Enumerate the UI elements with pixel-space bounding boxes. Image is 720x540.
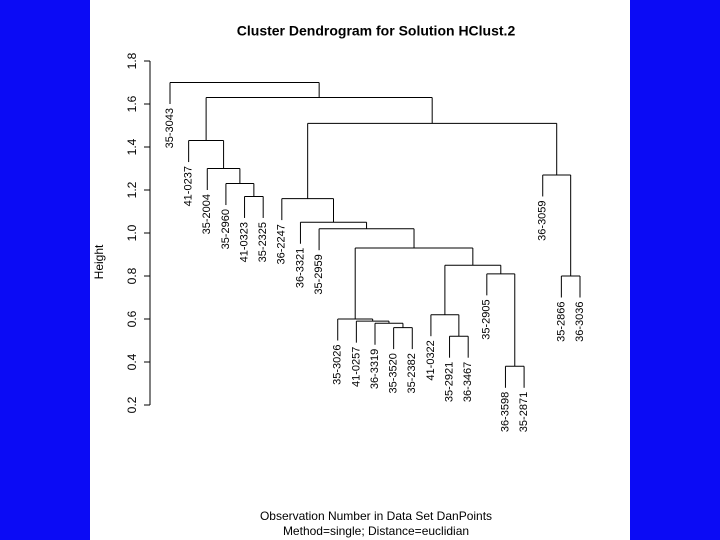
leaf-label: 41-0237 (183, 166, 195, 206)
leaf-label: 35-2871 (518, 392, 530, 432)
chart-title: Cluster Dendrogram for Solution HClust.2 (237, 23, 516, 39)
leaf-label: 35-2866 (555, 302, 567, 342)
y-tick-label: 0.6 (125, 310, 139, 327)
leaf-label: 41-0323 (238, 222, 250, 262)
leaf-label: 35-2004 (201, 194, 213, 234)
y-tick-label: 1.2 (125, 181, 139, 198)
leaf-label: 36-3319 (369, 349, 381, 389)
x-axis-label: Observation Number in Data Set DanPoints (260, 509, 492, 523)
leaf-label: 35-3026 (332, 345, 344, 385)
y-tick-label: 1.6 (125, 95, 139, 112)
y-tick-label: 0.2 (125, 396, 139, 413)
leaf-label: 41-0257 (350, 347, 362, 387)
y-tick-label: 1.0 (125, 224, 139, 241)
leaf-label: 36-2247 (276, 224, 288, 264)
leaf-label: 35-2325 (257, 222, 269, 262)
leaf-label: 36-3467 (462, 362, 474, 402)
leaf-label: 35-2905 (481, 299, 493, 339)
leaf-label: 36-3321 (294, 248, 306, 288)
leaf-label: 41-0322 (425, 340, 437, 380)
leaf-label: 35-3043 (164, 108, 176, 148)
leaf-label: 36-3036 (574, 302, 586, 342)
leaf-label: 36-3059 (537, 200, 549, 240)
leaf-label: 35-3520 (388, 353, 400, 393)
subtitle: Method=single; Distance=euclidian (283, 524, 469, 538)
leaf-label: 35-2921 (443, 362, 455, 402)
left-border (0, 0, 90, 540)
y-tick-label: 0.8 (125, 267, 139, 284)
leaf-label: 36-3598 (499, 392, 511, 432)
right-border (630, 0, 720, 540)
y-tick-label: 1.4 (125, 138, 139, 155)
leaf-label: 35-2960 (220, 209, 232, 249)
leaf-label: 35-2382 (406, 353, 418, 393)
y-axis-label: Height (92, 244, 106, 279)
leaf-label: 35-2959 (313, 254, 325, 294)
y-tick-label: 1.8 (125, 52, 139, 69)
plot-background (90, 0, 630, 540)
y-tick-label: 0.4 (125, 353, 139, 370)
